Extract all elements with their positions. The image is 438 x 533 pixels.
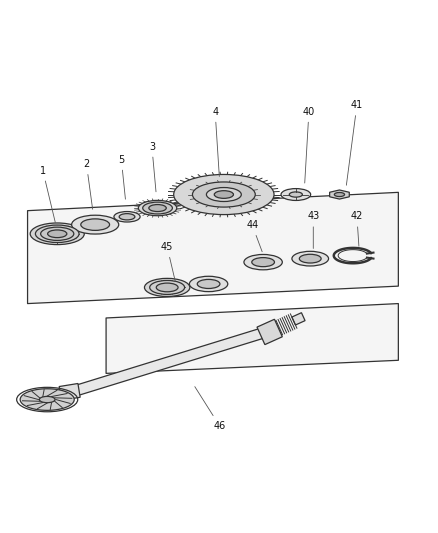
Ellipse shape bbox=[299, 254, 321, 263]
Ellipse shape bbox=[173, 174, 273, 215]
Ellipse shape bbox=[142, 202, 172, 214]
Ellipse shape bbox=[114, 212, 140, 222]
Ellipse shape bbox=[71, 215, 118, 234]
Text: 1: 1 bbox=[40, 166, 55, 222]
Text: 3: 3 bbox=[148, 142, 155, 192]
Text: 40: 40 bbox=[302, 107, 314, 183]
Text: 2: 2 bbox=[83, 159, 92, 209]
Text: 4: 4 bbox=[212, 107, 219, 176]
Ellipse shape bbox=[35, 225, 79, 243]
Ellipse shape bbox=[149, 280, 184, 294]
Ellipse shape bbox=[156, 283, 178, 292]
Text: 43: 43 bbox=[307, 211, 319, 248]
Ellipse shape bbox=[192, 182, 254, 207]
Ellipse shape bbox=[189, 276, 227, 292]
Polygon shape bbox=[28, 192, 397, 304]
Ellipse shape bbox=[197, 279, 219, 288]
Polygon shape bbox=[291, 313, 304, 325]
Ellipse shape bbox=[148, 205, 166, 212]
Polygon shape bbox=[256, 319, 282, 345]
Polygon shape bbox=[329, 190, 349, 199]
Polygon shape bbox=[20, 389, 74, 410]
Polygon shape bbox=[106, 304, 397, 374]
Polygon shape bbox=[59, 384, 80, 400]
Ellipse shape bbox=[30, 223, 84, 245]
Polygon shape bbox=[75, 324, 277, 395]
Ellipse shape bbox=[119, 214, 134, 220]
Text: 5: 5 bbox=[118, 155, 125, 199]
Ellipse shape bbox=[251, 257, 274, 266]
Text: 46: 46 bbox=[194, 386, 225, 431]
Ellipse shape bbox=[289, 192, 302, 197]
Ellipse shape bbox=[206, 188, 241, 201]
Ellipse shape bbox=[144, 278, 189, 296]
Ellipse shape bbox=[39, 397, 55, 403]
Ellipse shape bbox=[291, 252, 328, 266]
Ellipse shape bbox=[138, 200, 177, 216]
Text: 45: 45 bbox=[161, 242, 175, 281]
Text: 42: 42 bbox=[350, 211, 362, 246]
Text: 41: 41 bbox=[346, 100, 362, 185]
Ellipse shape bbox=[334, 192, 344, 197]
Ellipse shape bbox=[47, 230, 67, 238]
Ellipse shape bbox=[280, 189, 310, 200]
Ellipse shape bbox=[81, 219, 110, 230]
Text: 44: 44 bbox=[246, 220, 261, 252]
Ellipse shape bbox=[244, 254, 282, 270]
Ellipse shape bbox=[41, 227, 74, 240]
Ellipse shape bbox=[214, 191, 233, 198]
